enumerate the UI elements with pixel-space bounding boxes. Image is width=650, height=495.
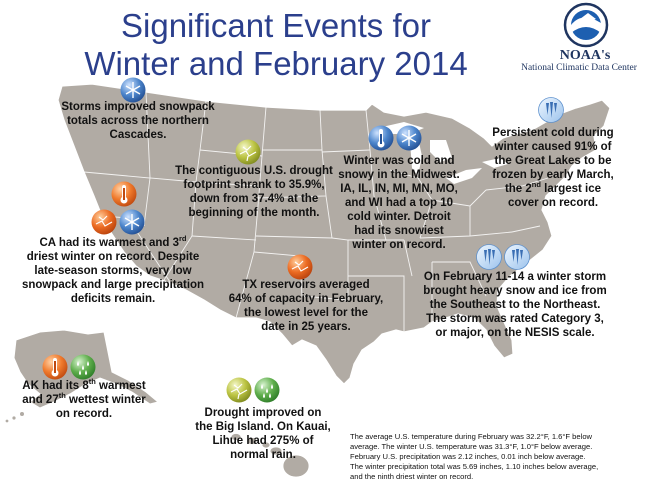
- aleutian-islands: [5, 412, 24, 423]
- hawaii-islands: [230, 433, 310, 478]
- great-lakes-annotation: Persistent cold during winter caused 91%…: [492, 127, 614, 209]
- midwest-annotation: Winter was cold and snowy in the Midwest…: [338, 155, 460, 251]
- drought-icon: [235, 139, 261, 165]
- california-annotation: CA had its warmest and 3rd driest winter…: [21, 234, 205, 305]
- great-lakes-ice-icon: [538, 97, 564, 123]
- state-borders: [83, 91, 549, 332]
- hawaii-annotation: Drought improved on the Big Island. On K…: [195, 407, 331, 461]
- midwest-cold-icon: [368, 125, 394, 151]
- drought-annotation: The contiguous U.S. drought footprint sh…: [175, 165, 333, 219]
- hi-drought-icon: [226, 377, 252, 403]
- noaa-emblem: [563, 2, 609, 48]
- hi-wet-icon: [254, 377, 280, 403]
- national-statistics: The average U.S. temperature during Febr…: [350, 432, 599, 481]
- storm-ice-icon-1: [476, 244, 502, 270]
- storm-annotation: On February 11-14 a winter storm brought…: [423, 271, 607, 339]
- ca-dry-icon: [91, 209, 117, 235]
- ak-warm-icon: [42, 354, 68, 380]
- ca-warm-icon: [111, 181, 137, 207]
- alaska-annotation: AK had its 8th warmest and 27th wettest …: [22, 377, 146, 420]
- midwest-snow-icon: [396, 125, 422, 151]
- noaa-name: NOAA's: [559, 48, 611, 63]
- tx-dry-icon: [287, 254, 313, 280]
- page-title-line1: Significant Events for: [121, 7, 431, 44]
- noaa-subtitle: National Climatic Data Center: [521, 63, 637, 73]
- texas-annotation: TX reservoirs averaged 64% of capacity i…: [228, 279, 384, 333]
- cascades-snow-icon: [120, 77, 146, 103]
- contiguous-us-land: [57, 83, 611, 385]
- ca-snow-icon: [119, 209, 145, 235]
- storm-ice-icon-2: [504, 244, 530, 270]
- page-title-line2: Winter and February 2014: [84, 45, 468, 82]
- ak-wet-icon: [70, 354, 96, 380]
- cascades-annotation: Storms improved snowpack totals across t…: [61, 101, 215, 141]
